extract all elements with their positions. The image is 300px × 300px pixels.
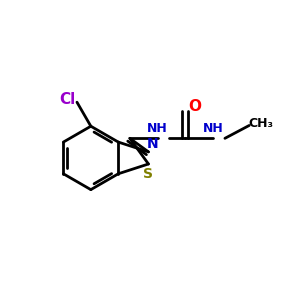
Text: Cl: Cl xyxy=(59,92,75,107)
Text: NH: NH xyxy=(147,122,168,135)
Text: O: O xyxy=(189,99,202,114)
Text: NH: NH xyxy=(203,122,224,135)
Text: CH₃: CH₃ xyxy=(249,117,274,130)
Text: N: N xyxy=(147,137,158,151)
Text: S: S xyxy=(143,167,153,181)
